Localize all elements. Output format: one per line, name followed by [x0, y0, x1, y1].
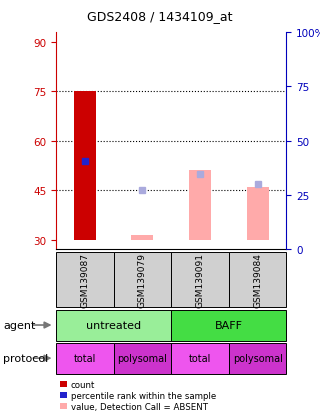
Bar [229, 343, 286, 374]
Bar [56, 310, 171, 341]
Legend: count, percentile rank within the sample, value, Detection Call = ABSENT, rank, : count, percentile rank within the sample… [60, 380, 216, 413]
Bar [56, 343, 114, 374]
Text: total: total [74, 353, 96, 363]
Text: GSM139084: GSM139084 [253, 252, 262, 307]
Text: BAFF: BAFF [215, 320, 243, 330]
Bar [171, 252, 229, 308]
Bar [171, 310, 286, 341]
Bar [132, 235, 153, 240]
Text: protocol: protocol [3, 353, 48, 363]
Bar [114, 343, 171, 374]
Text: polysomal: polysomal [117, 353, 167, 363]
Bar [247, 188, 268, 240]
Text: GSM139079: GSM139079 [138, 252, 147, 307]
Text: GSM139091: GSM139091 [196, 252, 204, 307]
Bar [189, 171, 211, 240]
Bar [229, 252, 286, 308]
Text: GDS2408 / 1434109_at: GDS2408 / 1434109_at [87, 10, 233, 23]
Text: untreated: untreated [86, 320, 141, 330]
Text: polysomal: polysomal [233, 353, 283, 363]
Text: agent: agent [3, 320, 36, 330]
Bar [74, 92, 96, 240]
Text: GSM139087: GSM139087 [80, 252, 89, 307]
Bar [114, 252, 171, 308]
Text: total: total [189, 353, 211, 363]
Bar [171, 343, 229, 374]
Bar [56, 252, 114, 308]
